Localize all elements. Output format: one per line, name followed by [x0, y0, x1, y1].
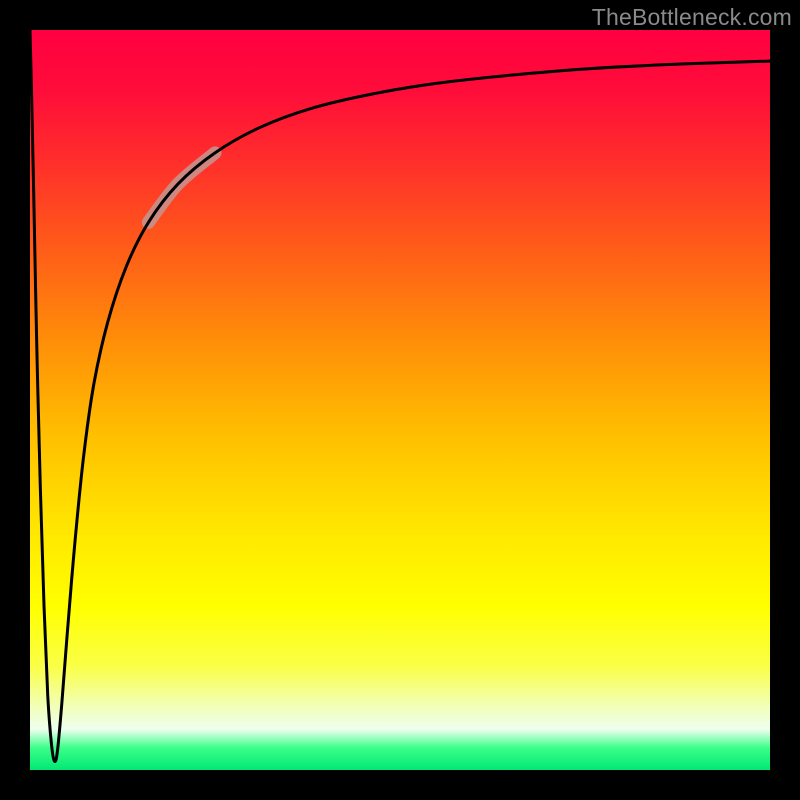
plot-background — [30, 30, 770, 770]
bottleneck-chart — [0, 0, 800, 800]
chart-container: TheBottleneck.com — [0, 0, 800, 800]
watermark-text: TheBottleneck.com — [592, 4, 792, 31]
